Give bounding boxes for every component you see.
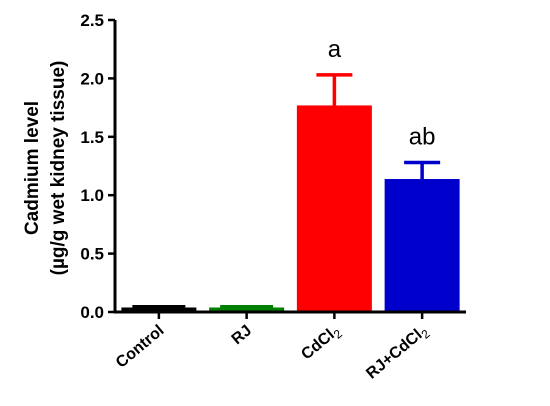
y-tick-label: 0.5 (80, 245, 104, 264)
y-tick-label: 1.5 (80, 128, 104, 147)
y-tick-label: 2.5 (80, 11, 104, 30)
y-axis-label-line2: (µg/g wet kidney tissue) (48, 61, 69, 276)
y-axis-label: Cadmium level (µg/g wet kidney tissue) (22, 61, 69, 276)
x-axis-categories: Control RJ CdCl2 RJ+CdCl2 (113, 312, 433, 385)
x-tick-label: Control (113, 322, 167, 372)
significance-label: ab (409, 123, 436, 150)
y-tick-label: 2.0 (80, 69, 104, 88)
significance-label: a (328, 36, 342, 63)
y-tick-label: 1.0 (80, 186, 104, 205)
bar (384, 179, 460, 313)
x-tick-label: RJ+CdCl2 (363, 322, 433, 385)
x-tick-label: RJ (229, 322, 256, 348)
y-axis-label-line1: Cadmium level (22, 101, 43, 235)
y-tick-label: 0.0 (80, 303, 104, 322)
x-tick-label: CdCl2 (298, 322, 345, 366)
bars: a ab (121, 36, 460, 314)
y-axis-ticks: 0.0 0.5 1.0 1.5 2.0 2.5 (80, 11, 115, 322)
bar (296, 105, 372, 313)
axes (113, 20, 466, 314)
